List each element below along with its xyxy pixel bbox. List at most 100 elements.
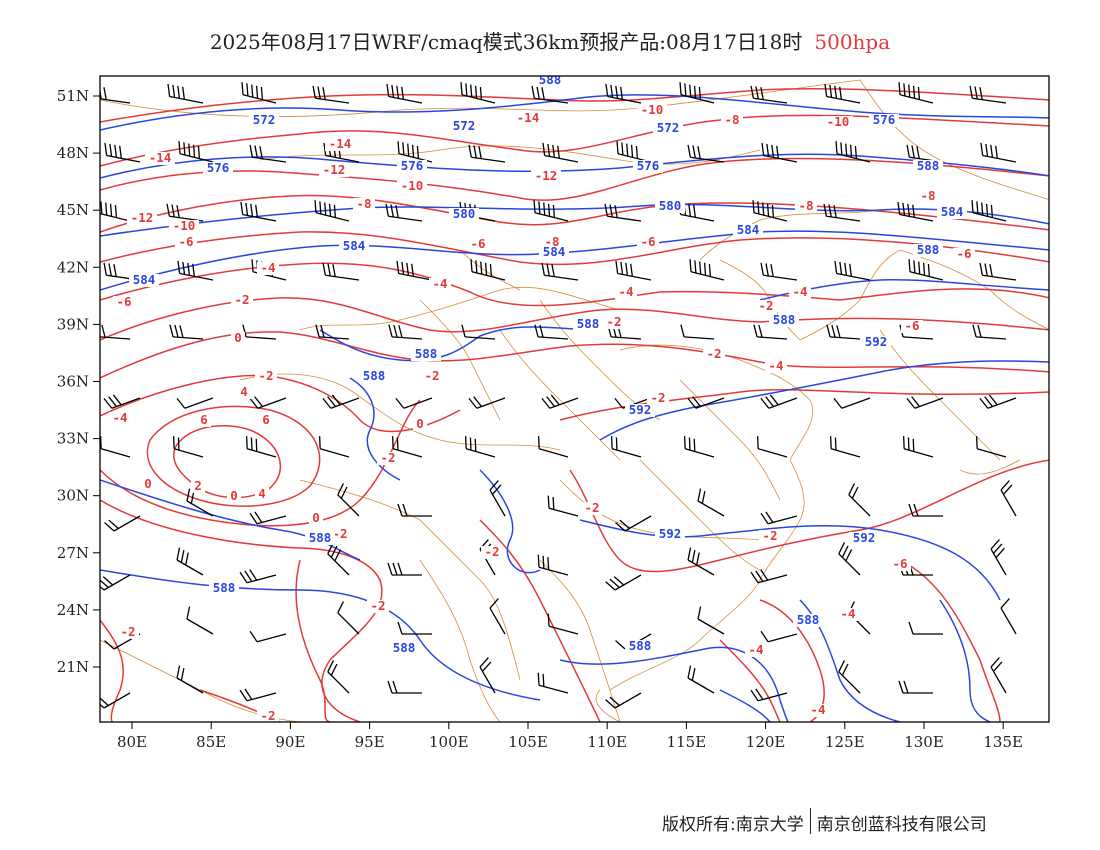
x-tick-label: 120E: [746, 733, 786, 751]
temperature-label-bg: [615, 286, 637, 299]
temperature-label-bg: [755, 300, 777, 313]
wind-barb: [169, 324, 204, 340]
wind-barb: [337, 601, 360, 635]
height-label: 576: [207, 160, 230, 175]
wind-barb: [972, 324, 1007, 340]
x-tick-label: 130E: [904, 733, 944, 751]
wind-barb: [969, 85, 1007, 104]
wind-barb: [245, 436, 277, 458]
map-title: 2025年08月17日WRF/cmaq模式36km预报产品:08月17日18时 5…: [0, 26, 1100, 55]
coastline-border: [609, 459, 805, 691]
temperature-label-bg: [481, 546, 503, 559]
copyright-university: 版权所有:南京大学: [662, 815, 804, 835]
height-label-bg: [449, 208, 479, 221]
height-label-bg: [249, 114, 279, 127]
coastline-border: [899, 249, 1049, 330]
wind-barb: [312, 85, 350, 104]
wind-barb: [387, 562, 422, 576]
temperature-label-bg: [789, 286, 811, 299]
height-label-bg: [203, 162, 233, 175]
temperature-contour: [100, 157, 1049, 201]
height-label: 588: [393, 640, 416, 655]
height-contour: [100, 569, 541, 701]
temperature-label-bg: [175, 236, 197, 249]
wind-barb: [826, 324, 861, 340]
wind-barb: [541, 262, 579, 281]
wind-barb: [468, 396, 506, 409]
temperature-label-bg: [127, 212, 157, 225]
wind-barb: [908, 259, 944, 281]
height-label: 588: [917, 158, 940, 173]
height-label: 592: [629, 402, 652, 417]
temperature-label-bg: [901, 320, 923, 333]
height-label: 588: [415, 346, 438, 361]
temperature-label: 0: [416, 416, 424, 431]
temperature-label-bg: [823, 116, 853, 129]
height-label: 588: [797, 612, 820, 627]
temperature-contour: [100, 231, 1049, 266]
wind-barb: [242, 324, 277, 340]
height-label-bg: [539, 246, 569, 259]
temperature-label: -12: [323, 162, 346, 177]
temperature-label: -12: [535, 168, 558, 183]
height-label-bg: [869, 114, 899, 127]
temperature-label: -2: [380, 450, 395, 465]
temperature-label: -2: [424, 368, 439, 383]
height-label-bg: [861, 336, 891, 349]
height-label-bg: [655, 528, 685, 541]
temperature-label-bg: [765, 360, 787, 373]
temperature-label-bg: [889, 558, 911, 571]
wind-barb: [177, 260, 214, 281]
wind-barb: [605, 574, 642, 591]
temperature-label-bg: [429, 278, 451, 291]
temperature-label: -4: [618, 284, 633, 299]
wind-barb: [760, 511, 798, 525]
y-tick-label: 33N: [57, 430, 89, 448]
height-label: 588: [917, 242, 940, 257]
wind-barb: [461, 324, 496, 340]
coastline-border: [719, 259, 801, 341]
temperature-label-bg: [721, 114, 743, 127]
wind-barb: [178, 141, 214, 163]
height-label: 572: [657, 120, 680, 135]
height-label-bg: [849, 532, 879, 545]
temperature-label-bg: [513, 112, 543, 125]
height-label-bg: [449, 120, 479, 133]
temperature-contour: [100, 499, 383, 722]
temperature-label: -2: [332, 526, 347, 541]
pressure-level: 500hpa: [814, 30, 891, 54]
wind-barb: [531, 85, 569, 104]
height-contour: [939, 599, 991, 722]
height-label: 592: [659, 526, 682, 541]
height-label-bg: [625, 640, 655, 653]
height-contour: [579, 519, 1001, 601]
temperature-label-bg: [745, 644, 767, 657]
wind-barb: [908, 621, 943, 635]
wind-barb: [908, 503, 943, 517]
temperature-label-bg: [191, 480, 205, 493]
coastline-border: [879, 329, 1001, 461]
wind-barb: [176, 665, 204, 694]
temperature-contour: [146, 405, 321, 507]
wind-barb: [337, 483, 360, 517]
wind-barb: [547, 495, 579, 517]
wind-barb: [756, 436, 788, 458]
height-label-bg: [733, 224, 763, 237]
wind-barb: [610, 436, 642, 458]
height-label-bg: [937, 206, 967, 219]
y-tick-label: 39N: [57, 315, 89, 333]
wind-barb: [249, 396, 287, 409]
temperature-label-bg: [807, 704, 829, 717]
temperature-label-bg: [413, 418, 427, 431]
height-label: 576: [401, 158, 424, 173]
wind-barb: [687, 144, 725, 163]
height-contour: [719, 689, 771, 722]
wind-barb: [395, 397, 433, 409]
temperature-label-bg: [255, 370, 277, 383]
wind-barb: [547, 613, 579, 635]
wind-barb: [186, 606, 214, 635]
y-tick-label: 45N: [57, 201, 89, 219]
wind-barb: [103, 394, 141, 409]
temperature-label: -2: [758, 298, 773, 313]
credit-divider: [809, 808, 811, 834]
